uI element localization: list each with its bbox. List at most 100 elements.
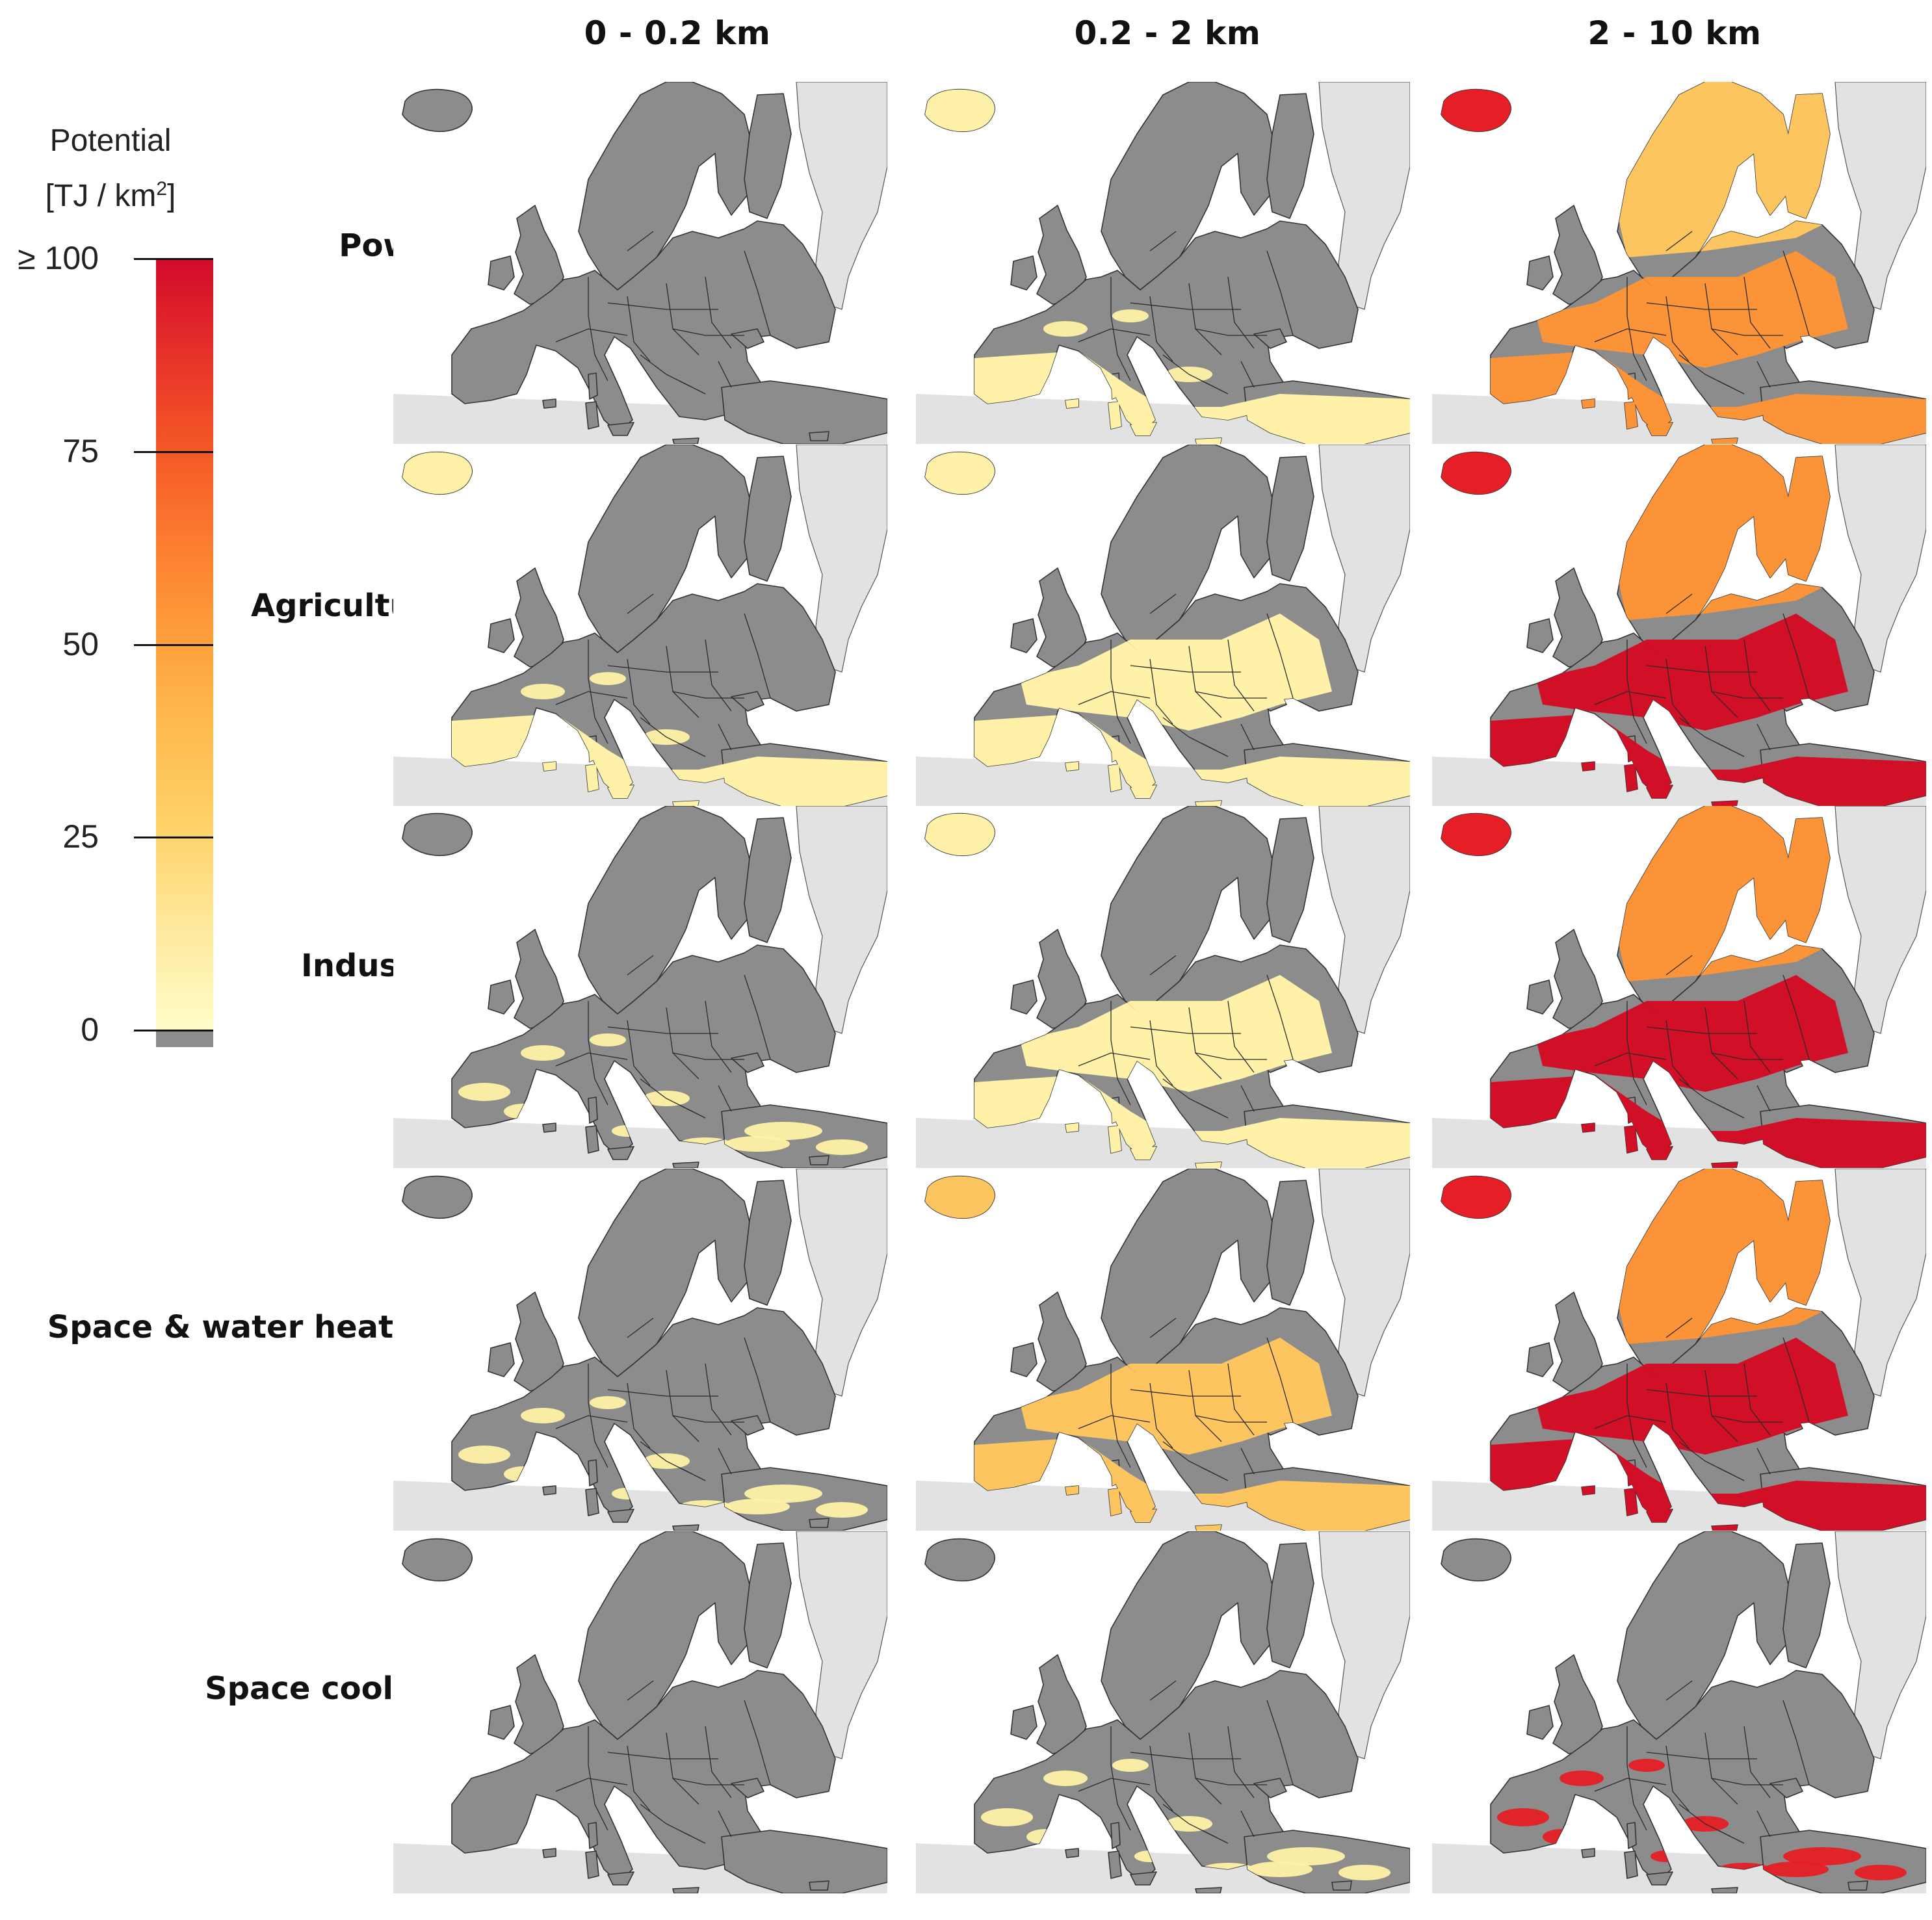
map-panel xyxy=(916,82,1410,444)
map-panel xyxy=(1432,445,1926,807)
legend-tick-line xyxy=(134,643,213,646)
country-ireland xyxy=(1010,618,1038,653)
country-borders xyxy=(1078,593,1294,757)
greenland-outline xyxy=(796,806,887,1034)
country-corsica xyxy=(1110,1822,1121,1849)
europe-map xyxy=(1432,1169,1926,1531)
greenland-outline xyxy=(1834,1169,1926,1397)
country-mainland xyxy=(451,944,836,1158)
iceland-potential xyxy=(925,452,995,495)
country-cyprus xyxy=(809,1880,829,1891)
country-corsica xyxy=(588,372,598,400)
country-mallorca xyxy=(542,1848,556,1858)
country-cyprus xyxy=(1331,1880,1352,1891)
country-crimea xyxy=(731,1415,764,1436)
europe-map xyxy=(1432,82,1926,444)
legend-tick-label: 25 xyxy=(62,818,99,855)
country-mallorca xyxy=(542,1485,556,1496)
land-layer xyxy=(402,1169,887,1531)
iceland-potential xyxy=(925,89,995,132)
country-crete xyxy=(1711,1887,1738,1893)
greenland-outline xyxy=(796,1169,887,1397)
greenland-outline xyxy=(1318,806,1410,1034)
country-finland xyxy=(1782,1542,1831,1668)
iceland xyxy=(924,1538,995,1582)
country-ireland xyxy=(1526,618,1554,653)
country-crimea xyxy=(1769,1778,1803,1798)
country-borders xyxy=(555,593,771,757)
greenland-outline xyxy=(1834,806,1926,1034)
central-potential xyxy=(1536,975,1848,1092)
legend-title-line2: [TJ / km2] xyxy=(13,165,208,220)
country-cyprus xyxy=(809,431,829,441)
country-finland xyxy=(1266,456,1314,582)
row-label-space-water-heating: Space & water heating xyxy=(47,1309,449,1345)
central-potential xyxy=(1020,1338,1332,1455)
country-mallorca xyxy=(542,1122,556,1133)
iceland xyxy=(402,812,473,857)
greenland-outline xyxy=(796,1531,887,1759)
country-ireland xyxy=(488,1342,515,1377)
country-finland xyxy=(744,1180,792,1306)
country-sardinia xyxy=(585,1488,599,1516)
country-borders xyxy=(555,1317,771,1481)
europe-map xyxy=(393,445,887,807)
legend-tick-line xyxy=(134,258,213,260)
country-finland xyxy=(744,93,792,219)
country-cyprus xyxy=(809,1155,829,1165)
europe-map xyxy=(393,806,887,1168)
map-panel xyxy=(1432,1531,1926,1893)
country-finland xyxy=(744,817,792,943)
country-crete xyxy=(672,1524,699,1531)
country-borders xyxy=(1078,955,1294,1119)
country-ireland xyxy=(1526,979,1554,1015)
country-sardinia xyxy=(1624,1850,1638,1879)
country-mallorca xyxy=(1065,1848,1079,1858)
greenland-outline xyxy=(1318,445,1410,673)
country-sardinia xyxy=(1108,1850,1122,1879)
country-sicily xyxy=(607,1509,634,1523)
map-panel xyxy=(1432,1169,1926,1531)
column-header-0-0.2km: 0 - 0.2 km xyxy=(584,14,771,52)
country-turkey xyxy=(721,1830,887,1893)
map-panel xyxy=(393,445,887,807)
country-finland xyxy=(744,456,792,582)
legend-tick-label: 0 xyxy=(81,1011,99,1048)
europe-map xyxy=(916,445,1410,807)
map-panel xyxy=(1432,806,1926,1168)
country-borders xyxy=(1078,1317,1294,1481)
country-ireland xyxy=(1010,255,1038,291)
country-crimea xyxy=(731,1052,764,1073)
country-borders xyxy=(1594,231,1810,395)
map-panel xyxy=(916,806,1410,1168)
greenland-outline xyxy=(1834,1531,1926,1759)
country-sicily xyxy=(1130,1871,1157,1886)
greenland-outline xyxy=(1834,82,1926,310)
legend-tick-label: 75 xyxy=(62,432,99,469)
legend-tick-line xyxy=(134,1030,213,1031)
country-borders xyxy=(1594,1317,1810,1481)
europe-map xyxy=(393,1531,887,1893)
map-panel xyxy=(393,1531,887,1893)
country-crimea xyxy=(731,1778,764,1798)
country-sicily xyxy=(607,422,634,436)
iceland-potential xyxy=(1441,89,1511,132)
europe-map xyxy=(393,1169,887,1531)
country-borders xyxy=(1078,1680,1294,1844)
legend-title-line1: Potential xyxy=(49,123,172,158)
iceland xyxy=(402,88,473,133)
legend-tick-label: 50 xyxy=(62,625,99,662)
greenland-outline xyxy=(796,445,887,673)
map-panel xyxy=(916,1531,1410,1893)
country-crimea xyxy=(1253,1778,1287,1798)
country-crete xyxy=(1195,1887,1222,1893)
country-corsica xyxy=(588,1459,598,1486)
country-ireland xyxy=(1010,1705,1038,1740)
country-sicily xyxy=(607,1871,634,1886)
country-borders xyxy=(1594,1680,1810,1844)
legend-tick-label: ≥ 100 xyxy=(18,240,99,276)
country-mainland xyxy=(451,1670,836,1883)
central-potential xyxy=(1536,251,1848,368)
europe-map xyxy=(916,806,1410,1168)
europe-map xyxy=(916,1531,1410,1893)
